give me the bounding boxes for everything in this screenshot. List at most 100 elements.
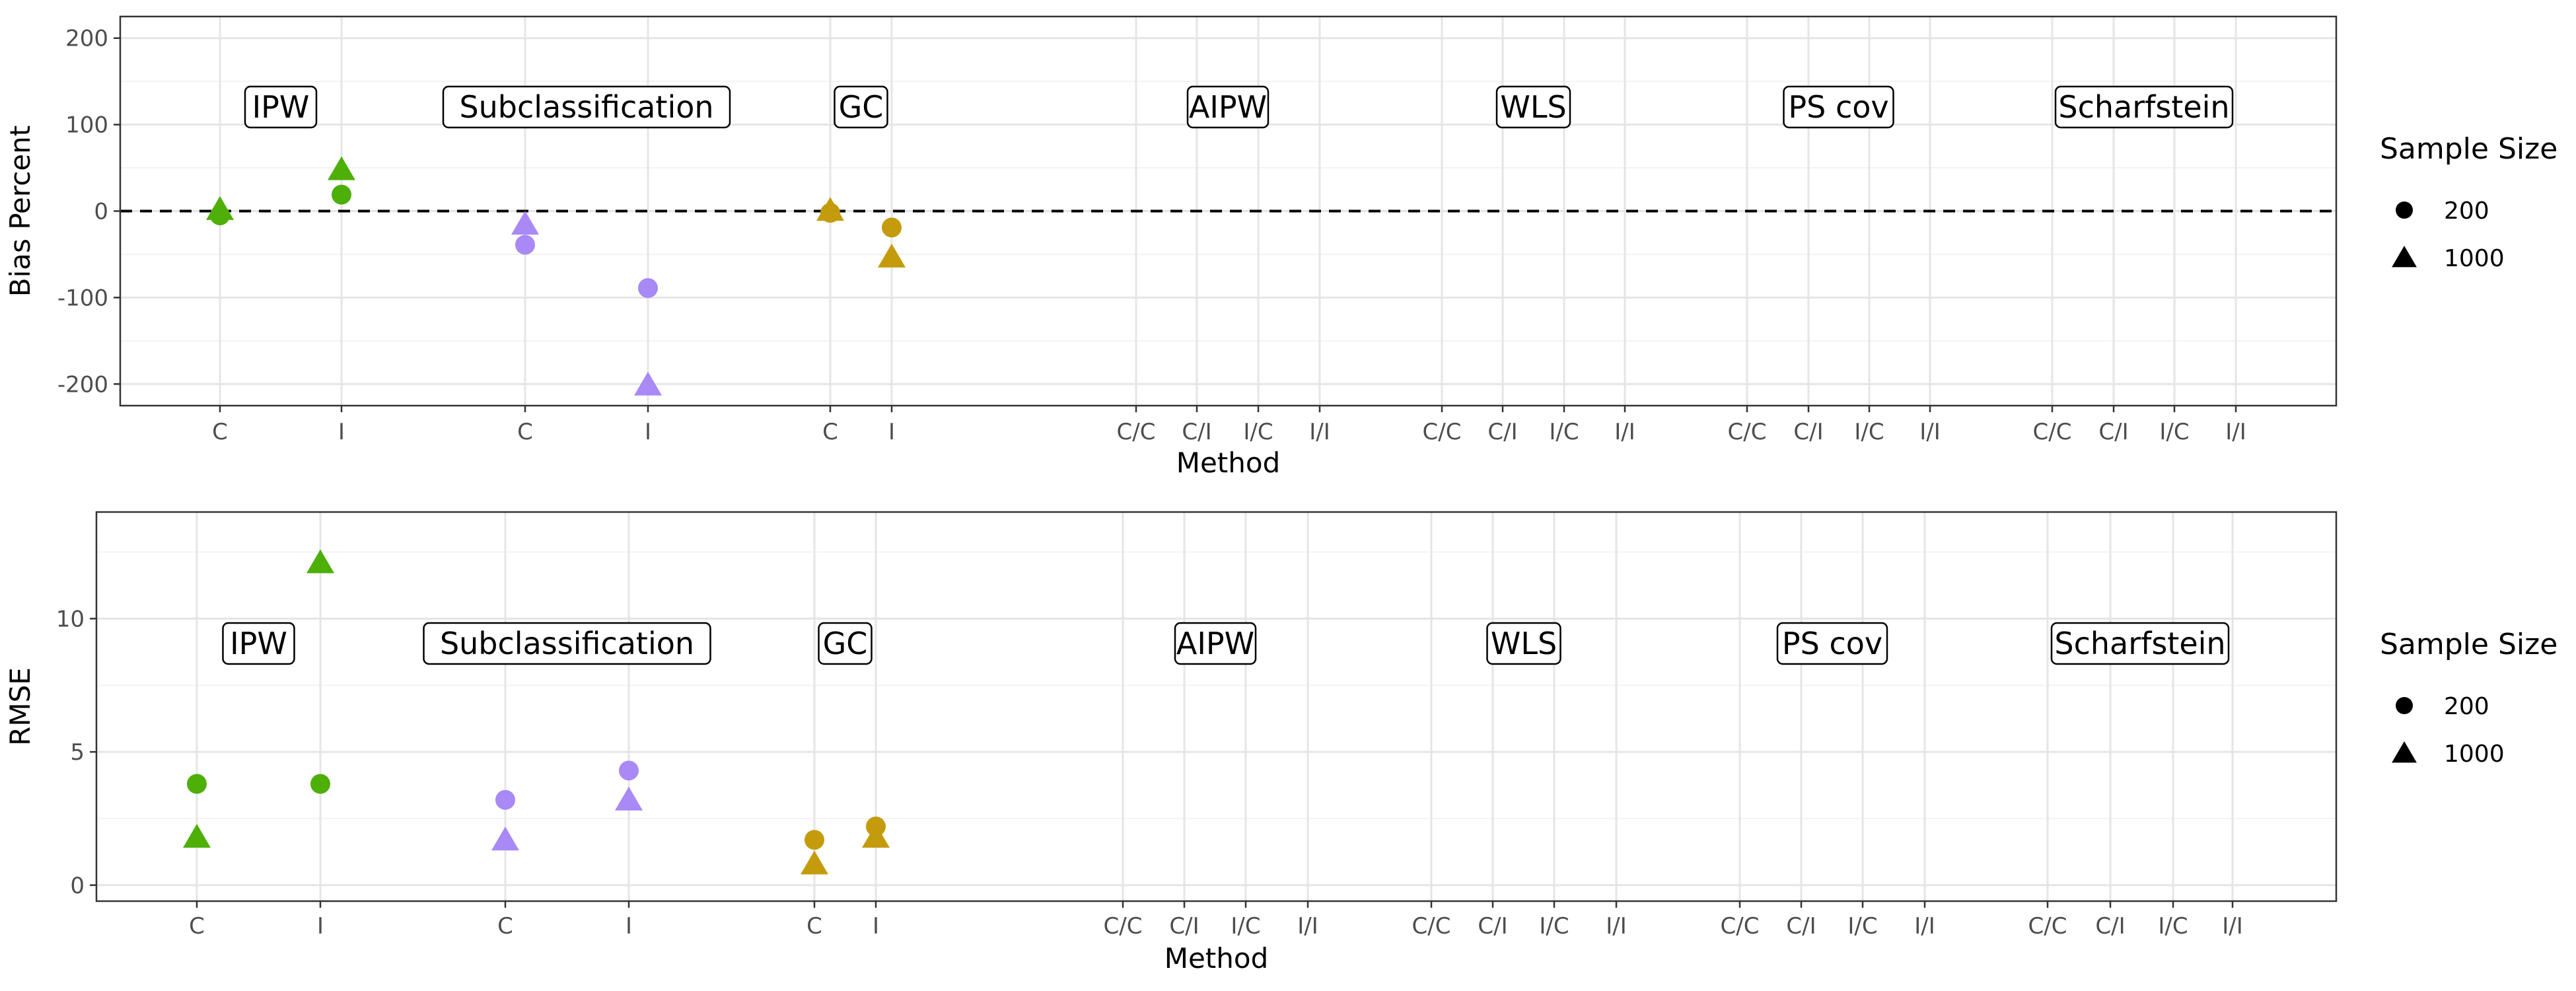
rmse-x-tick-label: C/C	[2028, 913, 2067, 939]
rmse-point-gc-i-n1000	[862, 824, 890, 848]
rmse-group-label-ipw: IPW	[222, 622, 295, 665]
rmse-x-tick-label: C	[497, 913, 513, 939]
bias-group-label-ps-cov: PS cov	[1783, 85, 1894, 129]
bias-group-label-subclassification: Subclassification	[442, 85, 731, 129]
bias-group-label-text: Scharfstein	[2058, 89, 2229, 125]
bias-x-tick-label: I/C	[1854, 419, 1884, 445]
rmse-y-tick-label: 0	[70, 873, 85, 899]
rmse-plot-background	[96, 512, 2336, 901]
bias-y-tick-label: -100	[57, 285, 108, 311]
rmse-legend: Sample Size 200 1000	[2380, 628, 2558, 768]
rmse-x-tick-label: C/C	[1721, 913, 1760, 939]
rmse-x-tick-label: I/I	[1297, 913, 1318, 939]
bias-point-ipw-c-n1000	[206, 196, 234, 220]
rmse-x-tick-label: I/C	[2158, 913, 2188, 939]
rmse-group-label-subclassification: Subclassification	[423, 622, 711, 665]
bias-group-label-box	[834, 85, 888, 129]
rmse-x-tick-label: C	[806, 913, 822, 939]
rmse-group-label-wls: WLS	[1486, 622, 1561, 665]
rmse-x-tick-label: I	[873, 913, 879, 939]
bias-y-tick-label: 100	[65, 112, 108, 139]
rmse-panel: 0 5 10 C I C I C I C/C C/I I/C I/I C/C C/I I/C I/I C/C C/I…	[4, 511, 2558, 974]
rmse-group-label-box	[1776, 622, 1888, 665]
bias-group-label-text: GC	[839, 89, 884, 125]
bias-group-label-box	[1495, 85, 1571, 129]
rmse-group-label-aipw: AIPW	[1174, 622, 1257, 665]
rmse-y-tick-label: 10	[56, 606, 85, 632]
rmse-x-tick-label: C/C	[1104, 913, 1143, 939]
bias-x-tick-label: C	[212, 419, 228, 445]
rmse-group-label-gc: GC	[818, 622, 873, 665]
rmse-group-label-text: PS cov	[1782, 626, 1882, 661]
bias-group-label-text: IPW	[252, 89, 310, 125]
rmse-x-tick-label: I/I	[1606, 913, 1627, 939]
bias-x-tick-label: C/C	[1728, 419, 1767, 445]
bias-x-tick-label: C/C	[1423, 419, 1462, 445]
bias-legend: Sample Size 200 1000	[2380, 132, 2558, 272]
rmse-group-label-text: WLS	[1491, 626, 1557, 661]
rmse-legend-title: Sample Size	[2380, 628, 2558, 661]
bias-legend-label-1000: 1000	[2444, 245, 2505, 272]
rmse-x-tick-label: I	[626, 913, 632, 939]
bias-x-tick-label: I/C	[1243, 419, 1273, 445]
bias-group-label-box	[244, 85, 318, 129]
bias-x-tick-label: C/I	[1793, 419, 1823, 445]
rmse-x-axis-title: Method	[1164, 942, 1269, 974]
bias-point-subclassification-i-n1000	[634, 371, 662, 396]
bias-x-tick-label: I	[338, 419, 345, 445]
bias-panel-border	[119, 15, 2338, 407]
rmse-x-tick-label: I/C	[1539, 913, 1569, 939]
rmse-x-tick-label: C/I	[1169, 913, 1199, 939]
bias-x-tick-label: C	[822, 419, 838, 445]
bias-x-tick-label: C/I	[1487, 419, 1517, 445]
bias-x-tick-label: I/I	[2225, 419, 2246, 445]
rmse-point-gc-c-n200	[805, 830, 824, 850]
rmse-group-label-text: Subclassification	[440, 626, 694, 661]
rmse-x-tick-label: I/I	[1914, 913, 1935, 939]
bias-point-subclassification-i-n200	[638, 277, 658, 298]
bias-point-ipw-i-n200	[332, 184, 351, 205]
bias-x-tick-label: I/C	[2159, 419, 2189, 445]
rmse-x-tick-label: I/C	[1231, 913, 1260, 939]
rmse-panel-border	[95, 511, 2338, 902]
bias-group-label-text: Subclassification	[459, 89, 713, 125]
rmse-x-tick-label: C/I	[2095, 913, 2125, 939]
rmse-y-axis-title: RMSE	[4, 667, 36, 746]
rmse-point-subclassification-i-n1000	[615, 786, 643, 811]
bias-group-label-box	[1783, 85, 1894, 129]
bias-x-tick-label: C/I	[2098, 419, 2128, 445]
bias-point-ipw-i-n1000	[328, 156, 355, 180]
bias-x-tick-label: C/C	[2033, 419, 2072, 445]
rmse-group-label-text: GC	[823, 626, 868, 661]
rmse-x-tick-label: I/I	[2222, 913, 2243, 939]
bias-x-axis-title: Method	[1176, 447, 1281, 479]
rmse-group-label-box	[2050, 622, 2230, 665]
rmse-group-label-box	[423, 622, 711, 665]
bias-group-label-text: WLS	[1500, 89, 1566, 125]
bias-group-label-ipw: IPW	[244, 85, 318, 129]
rmse-x-tick-label: C/I	[1478, 913, 1507, 939]
bias-group-label-wls: WLS	[1495, 85, 1571, 129]
rmse-legend-key-triangle	[2392, 741, 2417, 763]
bias-group-label-aipw: AIPW	[1186, 85, 1270, 129]
bias-y-tick-label: 200	[65, 26, 108, 52]
rmse-x-tick-label: I/C	[1847, 913, 1877, 939]
rmse-x-tick-label: C	[189, 913, 205, 939]
rmse-legend-label-1000: 1000	[2444, 741, 2505, 768]
rmse-group-label-box	[1486, 622, 1561, 665]
rmse-point-subclassification-i-n200	[619, 760, 639, 781]
bias-group-label-box	[1186, 85, 1270, 129]
bias-panel: -200 -100 0 100 200 C I C I C I C/C C/I I/C I/I C/C C/I I…	[4, 15, 2558, 479]
bias-x-tick-label: I/I	[1614, 419, 1635, 445]
rmse-point-ipw-c-n200	[187, 774, 207, 794]
rmse-point-ipw-i-n200	[310, 774, 330, 794]
rmse-group-label-box	[1174, 622, 1257, 665]
bias-legend-key-triangle	[2392, 246, 2417, 268]
bias-group-label-box	[2054, 85, 2234, 129]
rmse-group-label-box	[818, 622, 873, 665]
bias-y-axis-title: Bias Percent	[4, 126, 36, 297]
rmse-y-tick-label: 5	[70, 739, 85, 766]
bias-point-gc-i-n200	[882, 217, 902, 238]
rmse-group-label-text: IPW	[230, 626, 287, 661]
